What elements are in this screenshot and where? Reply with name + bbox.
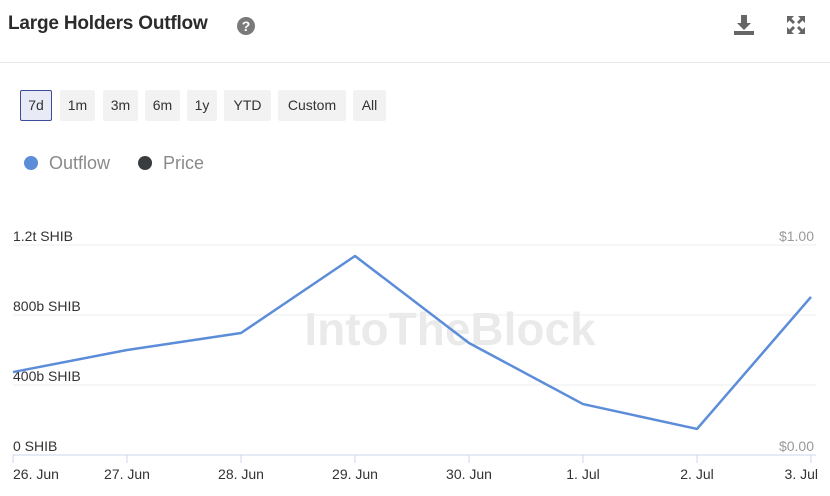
range-button[interactable]: 6m [145,90,180,121]
x-tick-label: 30. Jun [446,466,492,482]
series-line [12,254,812,431]
range-button[interactable]: Custom [278,90,346,121]
y-tick-label: 400b SHIB [13,368,81,384]
x-tick-label: 28. Jun [218,466,264,482]
legend-label[interactable]: Price [163,153,204,173]
y2-tick-label: $1.00 [779,228,814,244]
x-tick-label: 1. Jul [566,466,599,482]
x-tick-label: 27. Jun [104,466,150,482]
range-button[interactable]: 3m [103,90,138,121]
download-icon[interactable] [732,13,756,37]
range-button[interactable]: YTD [224,90,271,121]
separator [0,62,830,63]
help-icon[interactable]: ? [236,16,256,36]
legend-marker [24,156,38,170]
y2-tick-label: $0.00 [779,438,814,454]
range-button[interactable]: 1m [60,90,95,121]
x-tick-label: 29. Jun [332,466,378,482]
title: Large Holders Outflow [8,13,208,34]
x-tick-label: 2. Jul [680,466,713,482]
legend-marker [138,156,153,170]
range-button[interactable]: 7d [20,90,52,121]
y-tick-label: 800b SHIB [13,298,81,314]
range-button[interactable]: All [353,90,386,121]
y-tick-label: 0 SHIB [13,438,57,454]
legend-label[interactable]: Outflow [49,153,111,173]
y-tick-label: 1.2t SHIB [13,228,73,244]
x-tick-label: 26. Jun [13,466,59,482]
x-tick-label: 3. Jul [785,466,818,482]
svg-text:?: ? [242,18,251,34]
fullscreen-icon[interactable] [784,13,808,37]
range-button[interactable]: 1y [187,90,217,121]
